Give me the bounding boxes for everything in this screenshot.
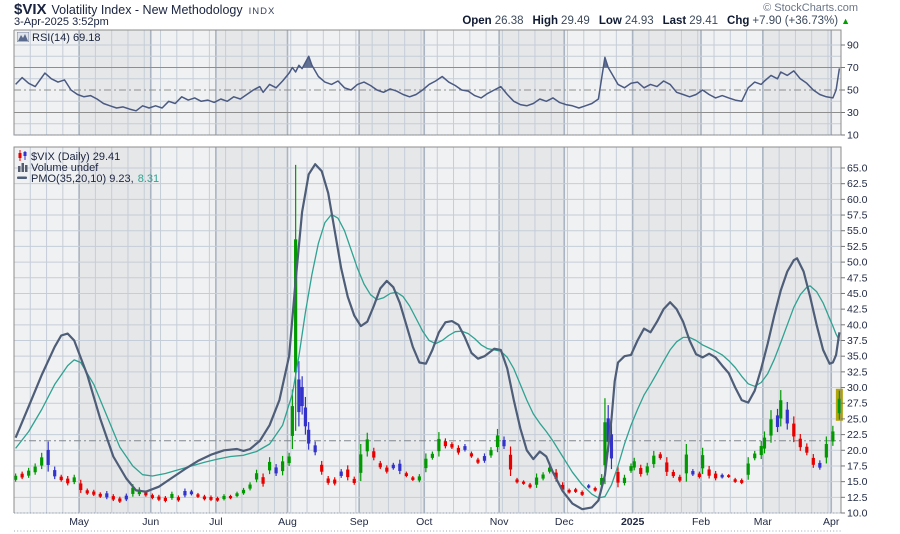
- rsi-ytick-label: 50: [847, 85, 859, 97]
- price-ytick-label: 25.0: [847, 413, 868, 425]
- price-ytick-label: 20.0: [847, 445, 868, 457]
- price-panel: 65.0 62.5 60.0 57.5 55.0 52.5 50.0 47.5 45.0 42.5…: [13, 146, 868, 532]
- price-legend: $VIX (Daily) 29.41: [17, 150, 120, 164]
- chg-label: Chg: [727, 15, 750, 27]
- rsi-legend-label: RSI(14) 69.18: [32, 32, 101, 44]
- up-triangle-icon: ▲: [841, 16, 850, 26]
- price-ytick-label: 12.5: [847, 492, 868, 504]
- price-ytick-label: 60.0: [847, 194, 868, 206]
- low-value: 24.93: [624, 15, 654, 27]
- price-ytick-label: 55.0: [847, 225, 868, 237]
- rsi-ytick-label: 30: [847, 107, 859, 119]
- rsi-ytick-label: 70: [847, 62, 859, 74]
- vertical-gridlines: [29, 30, 833, 513]
- month-label: Jul: [209, 516, 222, 528]
- last-label: Last: [662, 15, 687, 27]
- exchange-label: INDX: [248, 6, 276, 17]
- month-label: Nov: [490, 516, 509, 528]
- month-label: Feb: [692, 516, 710, 528]
- open-value: 26.38: [494, 15, 524, 27]
- price-ytick-label: 17.5: [847, 460, 868, 472]
- rsi-line: [15, 55, 841, 112]
- candlestick-icon: [17, 150, 28, 164]
- open-label: Open: [462, 15, 492, 27]
- price-ytick-label: 52.5: [847, 241, 868, 253]
- price-ytick-label: 45.0: [847, 288, 868, 300]
- price-ytick-label: 42.5: [847, 304, 868, 316]
- last-value: 29.41: [689, 15, 719, 27]
- price-ytick-label: 62.5: [847, 178, 868, 190]
- high-label: High: [532, 15, 559, 27]
- chg-value: +7.90 (+36.73%): [752, 15, 839, 27]
- price-ytick-label: 35.0: [847, 351, 868, 363]
- stockcharts-copyright-link[interactable]: © StockCharts.com: [763, 2, 858, 14]
- rsi-ytick-label: 10: [847, 130, 859, 142]
- price-ytick-label: 10.0: [847, 508, 868, 520]
- pmo-legend: PMO(35,20,10) 9.23, 8.31: [17, 172, 159, 186]
- month-label: Dec: [555, 516, 574, 528]
- price-ytick-label: 50.0: [847, 257, 868, 269]
- candles: [14, 164, 841, 503]
- pmo-line: [14, 163, 841, 511]
- month-label: May: [69, 516, 90, 528]
- month-label: Oct: [416, 516, 432, 528]
- high-value: 29.49: [561, 15, 590, 27]
- area-chart-icon: [16, 31, 30, 45]
- low-label: Low: [598, 15, 622, 27]
- volume-legend: Volume undef: [17, 161, 98, 175]
- price-legend-label: $VIX (Daily) 29.41: [31, 150, 121, 163]
- price-ytick-label: 47.5: [847, 272, 868, 284]
- volume-legend-label: Volume undef: [31, 161, 99, 174]
- price-ytick-label: 40.0: [847, 319, 868, 331]
- month-label: Jun: [142, 516, 159, 528]
- rsi-legend: RSI(14) 69.18: [16, 31, 101, 45]
- pmo-signal-value: 8.31: [137, 172, 160, 185]
- price-ytick-label: 37.5: [847, 335, 868, 347]
- page-title: Volatility Index - New Methodology: [51, 3, 243, 17]
- month-label: Aug: [278, 516, 297, 528]
- month-label: Sep: [350, 516, 369, 528]
- quote-bar: Open 26.38 High 29.49 Low 24.93 Last 29.41 Chg +7…: [462, 15, 850, 27]
- chart-datetime: 3-Apr-2025 3:52pm: [14, 16, 109, 28]
- month-label: Mar: [754, 516, 773, 528]
- pmo-signal-line: [15, 213, 840, 499]
- rsi-panel: 90 70 50 30 10: [13, 29, 859, 142]
- pmo-legend-label: PMO(35,20,10) 9.23,: [31, 172, 134, 185]
- price-ytick-label: 65.0: [847, 163, 868, 175]
- symbol: $VIX: [14, 1, 47, 18]
- price-ytick-label: 22.5: [847, 429, 868, 441]
- rsi-ytick-label: 90: [847, 40, 859, 52]
- price-ytick-label: 57.5: [847, 210, 868, 222]
- chart-header: $VIX Volatility Index - New Methodology IN…: [14, 1, 275, 19]
- price-ytick-label: 32.5: [847, 366, 868, 378]
- volume-bars-icon: [17, 161, 28, 175]
- price-ytick-label: 27.5: [847, 398, 868, 410]
- month-label: Apr: [823, 516, 840, 528]
- price-ytick-label: 30.0: [847, 382, 868, 394]
- month-label: 2025: [621, 516, 645, 528]
- line-dash-icon: [17, 172, 28, 186]
- price-ytick-label: 15.0: [847, 476, 868, 488]
